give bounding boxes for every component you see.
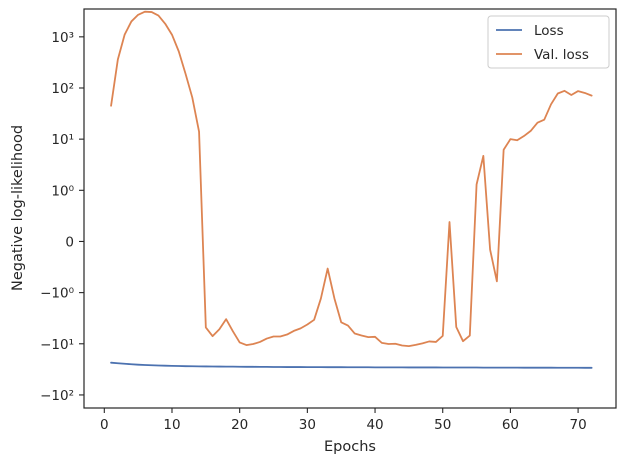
y-tick-label: 10¹: [51, 132, 74, 148]
y-tick-label: −10¹: [40, 337, 74, 353]
legend-label-loss: Loss: [534, 23, 564, 39]
y-tick-label: 10³: [51, 30, 74, 46]
x-tick-label: 50: [434, 417, 451, 433]
y-tick-label: 0: [65, 234, 74, 250]
legend-box: [487, 15, 610, 69]
plot-frame: [83, 8, 617, 409]
series-line-val-loss: [110, 10, 593, 348]
legend-label-val-loss: Val. loss: [534, 47, 589, 63]
y-tick-label: 10⁰: [51, 183, 74, 199]
y-tick-label: 10²: [51, 81, 74, 97]
plot-lines: [110, 10, 593, 369]
x-tick-label: 60: [502, 417, 519, 433]
y-tick-label: −10⁰: [40, 286, 74, 302]
x-tick-label: 10: [163, 417, 180, 433]
series-line-loss: [110, 361, 593, 369]
x-tick-label: 40: [366, 417, 383, 433]
x-tick-label: 70: [570, 417, 587, 433]
x-tick-label: 0: [100, 417, 109, 433]
legend: Loss Val. loss: [487, 15, 610, 69]
y-axis-label: Negative log-likelihood: [10, 125, 26, 291]
x-axis: 0 10 20 30 40 50 60 70: [100, 408, 587, 433]
x-tick-label: 20: [231, 417, 248, 433]
x-tick-label: 30: [299, 417, 316, 433]
y-axis: −10² −10¹ −10⁰ 0 10⁰ 10¹ 10² 10³: [40, 30, 84, 404]
x-axis-label: Epochs: [324, 439, 376, 455]
y-tick-label: −10²: [40, 388, 74, 404]
